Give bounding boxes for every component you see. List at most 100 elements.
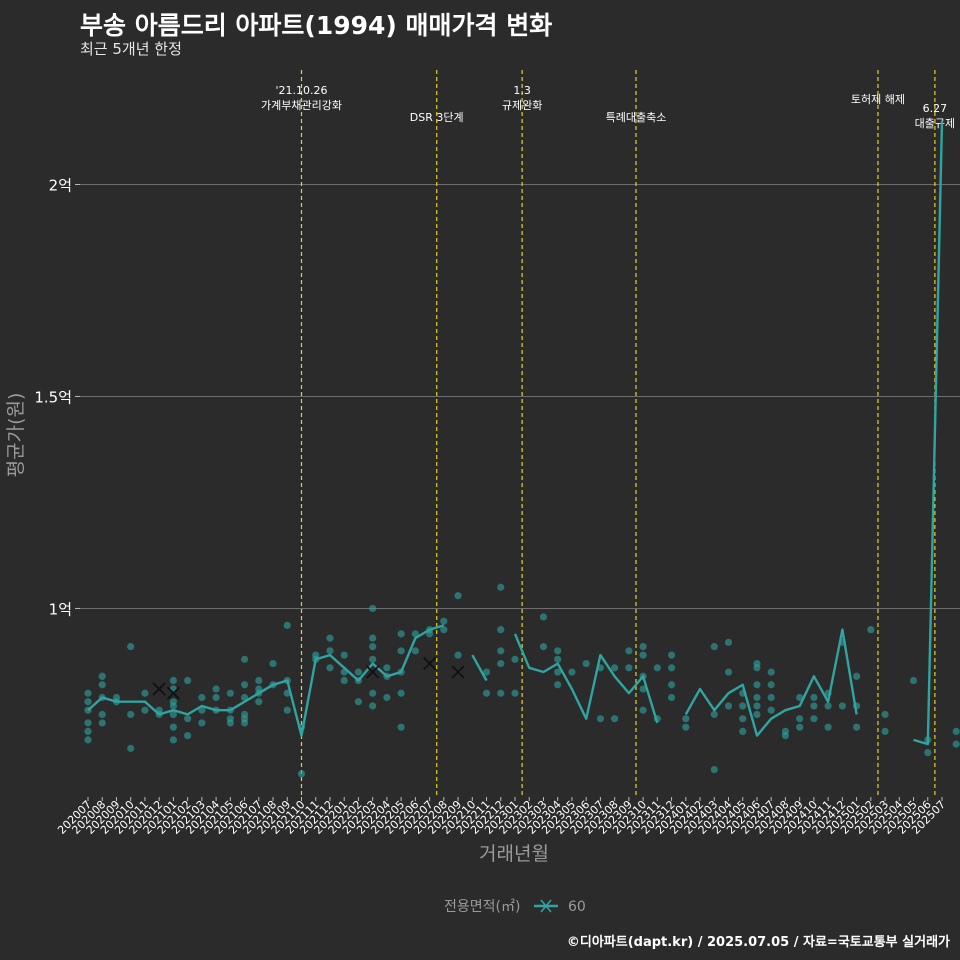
- scatter-point: [554, 681, 562, 689]
- legend: 전용면적(㎡) 60: [444, 899, 586, 915]
- event-label-1: DSR 3단계: [410, 111, 464, 124]
- scatter-point: [739, 715, 747, 723]
- scatter-point: [198, 693, 206, 702]
- event-label-2: 1.3 규제완화: [502, 84, 542, 112]
- scatter-point: [397, 630, 405, 638]
- scatter-point: [184, 732, 192, 740]
- scatter-point: [240, 655, 249, 663]
- scatter-point: [141, 689, 149, 697]
- scatter-point: [539, 613, 548, 621]
- scatter-point: [84, 727, 92, 736]
- scatter-point: [497, 647, 505, 655]
- scatter-point: [98, 710, 106, 719]
- scatter-point: [169, 723, 177, 731]
- scatter-point: [326, 664, 334, 672]
- scatter-point: [881, 727, 889, 736]
- x-axis-label: 거래년월: [479, 843, 549, 865]
- scatter-point: [611, 715, 619, 723]
- scatter-point: [397, 647, 405, 655]
- cancelled-trade-mark: [422, 656, 437, 671]
- scatter-point: [667, 681, 676, 689]
- scatter-point: [639, 685, 647, 693]
- series-line-60-seg-3: [684, 628, 858, 737]
- scatter-point: [226, 719, 234, 727]
- scatter-point: [369, 702, 377, 710]
- scatter-point: [810, 693, 818, 702]
- scatter-point: [710, 643, 718, 651]
- scatter-point: [710, 710, 718, 719]
- scatter-point: [639, 651, 647, 659]
- scatter-point: [383, 664, 391, 672]
- scatter-point: [169, 736, 177, 744]
- scatter-point: [710, 765, 718, 774]
- scatter-point: [611, 664, 619, 672]
- scatter-point: [909, 676, 918, 685]
- scatter-point: [753, 681, 761, 689]
- scatter-point: [184, 676, 192, 685]
- scatter-point: [297, 770, 306, 778]
- scatter-point: [539, 643, 548, 651]
- scatter-point: [411, 647, 419, 655]
- scatter-point: [653, 664, 661, 672]
- legend-item-60: 60: [568, 899, 586, 915]
- scatter-point: [440, 617, 448, 625]
- scatter-point: [84, 736, 92, 744]
- scatter-point: [497, 626, 505, 634]
- scatter-point: [682, 723, 690, 731]
- scatter-point: [767, 681, 775, 689]
- scatter-point: [639, 706, 647, 714]
- scatter-point: [84, 698, 92, 706]
- scatter-point: [340, 676, 348, 685]
- scatter-point: [739, 702, 747, 710]
- scatter-point: [810, 715, 818, 723]
- scatter-point: [212, 693, 220, 702]
- scatter-point: [639, 643, 647, 651]
- scatter-point: [554, 655, 562, 663]
- scatter-point: [796, 693, 804, 702]
- scatter-point: [326, 647, 334, 655]
- cancelled-trade-mark: [152, 682, 166, 696]
- footer-credit: ©디아파트(dapt.kr) / 2025.07.05 / 자료=국토교통부 실…: [566, 935, 950, 950]
- scatter-point: [497, 583, 505, 591]
- series-line-60-seg-2: [513, 633, 659, 724]
- scatter-point: [582, 659, 590, 668]
- scatter-point: [767, 706, 775, 714]
- scatter-point: [454, 651, 462, 659]
- y-tick-label: 2억: [49, 176, 72, 194]
- scatter-point: [184, 715, 192, 723]
- scatter-point: [84, 689, 92, 697]
- scatter-point: [824, 702, 832, 710]
- cancelled-trade-mark: [366, 665, 380, 679]
- scatter-point: [853, 723, 861, 731]
- scatter-point: [753, 693, 761, 702]
- scatter-point: [440, 626, 448, 634]
- scatter-point: [796, 723, 804, 731]
- y-tick-label: 1억: [49, 600, 72, 618]
- scatter-point: [667, 651, 676, 659]
- scatter-point: [226, 689, 234, 697]
- scatter-point: [724, 638, 733, 646]
- event-label-4: 토허제 해제: [851, 92, 905, 106]
- scatter-point: [952, 727, 960, 736]
- scatter-point: [354, 698, 363, 706]
- scatter-point: [838, 702, 846, 710]
- scatter-point: [369, 689, 377, 697]
- chart-title: 부송 아름드리 아파트(1994) 매매가격 변화: [80, 11, 553, 40]
- scatter-point: [482, 689, 491, 697]
- scatter-point: [767, 693, 775, 702]
- scatter-point: [127, 643, 135, 651]
- scatter-point: [141, 706, 149, 714]
- cancelled-trade-mark: [451, 665, 465, 679]
- scatter-point: [682, 715, 690, 723]
- scatter-point: [354, 668, 363, 676]
- scatter-point: [810, 702, 818, 710]
- scatter-point: [98, 681, 106, 689]
- scatter-point: [369, 643, 377, 651]
- scatter-point: [739, 727, 747, 736]
- scatter-point: [511, 689, 519, 697]
- scatter-point: [881, 710, 889, 719]
- scatter-point: [169, 710, 177, 719]
- scatter-point: [952, 740, 960, 748]
- scatter-point: [369, 634, 377, 642]
